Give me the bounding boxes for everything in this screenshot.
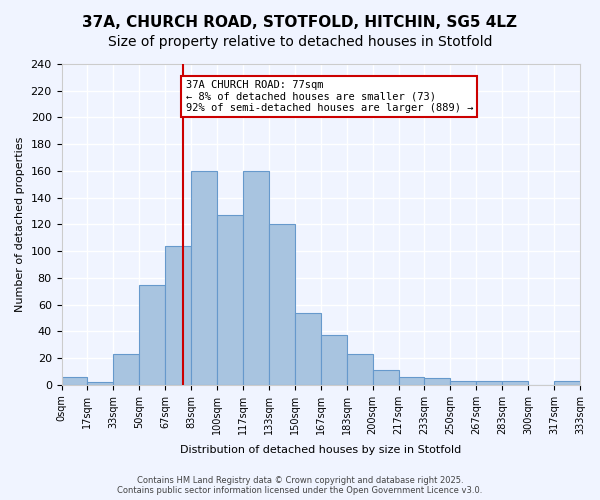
Bar <box>347 354 373 385</box>
Bar <box>113 354 139 385</box>
Bar <box>424 378 451 385</box>
Bar <box>88 382 113 385</box>
Bar <box>373 370 398 385</box>
Bar <box>398 377 424 385</box>
Y-axis label: Number of detached properties: Number of detached properties <box>15 136 25 312</box>
Bar <box>243 171 269 385</box>
Bar <box>321 336 347 385</box>
Bar <box>139 284 165 385</box>
Bar <box>165 246 191 385</box>
Bar <box>554 381 580 385</box>
Text: 37A CHURCH ROAD: 77sqm
← 8% of detached houses are smaller (73)
92% of semi-deta: 37A CHURCH ROAD: 77sqm ← 8% of detached … <box>185 80 473 113</box>
Text: Size of property relative to detached houses in Stotfold: Size of property relative to detached ho… <box>108 35 492 49</box>
Bar <box>451 381 476 385</box>
Text: Contains HM Land Registry data © Crown copyright and database right 2025.
Contai: Contains HM Land Registry data © Crown c… <box>118 476 482 495</box>
Bar <box>502 381 528 385</box>
X-axis label: Distribution of detached houses by size in Stotfold: Distribution of detached houses by size … <box>180 445 461 455</box>
Bar <box>191 171 217 385</box>
Bar <box>62 377 88 385</box>
Bar <box>295 312 321 385</box>
Text: 37A, CHURCH ROAD, STOTFOLD, HITCHIN, SG5 4LZ: 37A, CHURCH ROAD, STOTFOLD, HITCHIN, SG5… <box>83 15 517 30</box>
Bar <box>269 224 295 385</box>
Bar <box>217 215 243 385</box>
Bar <box>476 381 502 385</box>
